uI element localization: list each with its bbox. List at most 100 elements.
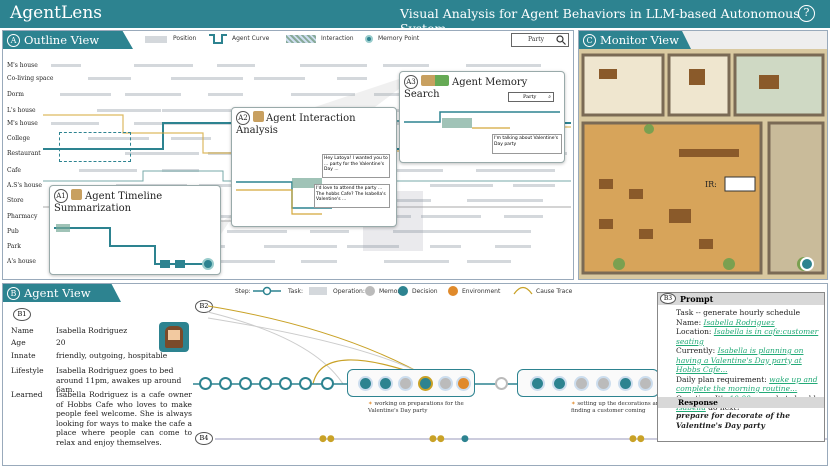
game-map[interactable] [579,49,827,279]
chat-bubble-2: I'd love to attend the party ... The hob… [314,184,390,208]
step-node[interactable] [495,377,508,390]
cause-trace-legend-icon [513,286,533,295]
task-operation-group-2[interactable] [517,369,659,397]
b3-badge: B3 [660,293,676,304]
search-icon[interactable]: ⌕ [548,94,551,100]
position-bar [125,93,181,96]
memory-op-icon[interactable] [596,376,611,391]
timeline-summary-curve [54,224,214,270]
party-icon: ✶ [368,401,373,407]
position-bar [171,77,243,80]
app-title: AgentLens [10,3,103,23]
location-label: Dorm [7,91,24,98]
decision-op-icon[interactable] [530,376,545,391]
info-label-age: Age [11,338,26,347]
interaction-analysis-card[interactable]: A2 Agent Interaction Analysis Hey Latoya!… [231,107,397,227]
agent-curve-legend-icon [209,34,227,44]
position-bar [430,184,493,187]
position-bar [467,260,511,263]
cause-trace-legend-label: Cause Trace [536,288,573,295]
b4-marker-icon[interactable]: ●● [629,434,645,444]
position-bar [384,260,449,263]
position-bar [310,230,349,233]
prompt-header [658,293,824,305]
step-node[interactable] [321,377,334,390]
memory-op-icon[interactable] [638,376,653,391]
location-label: Pub [7,228,19,235]
position-bar [134,64,193,67]
memory-legend-label: Memory [379,288,404,295]
location-label: College [7,135,30,142]
position-bar [88,137,149,140]
position-bar [347,245,399,248]
step-node[interactable] [279,377,292,390]
outline-view-header: A Outline View [3,31,133,49]
memory-op-icon[interactable] [574,376,589,391]
chat-bubble-1: Hey Latoya! I wanted you to ... party fo… [322,154,390,178]
position-bar [217,64,255,67]
step-node[interactable] [239,377,252,390]
memory-op-icon[interactable] [438,376,453,391]
memory-op-icon[interactable] [398,376,413,391]
agent-curve-legend-label: Agent Curve [232,35,270,42]
b4-track [215,438,827,440]
timeline-summarization-card[interactable]: A1 Agent Timeline Summarization [49,185,221,275]
location-label: Pharmacy [7,213,38,220]
info-value-name: Isabella Rodriguez [56,326,128,335]
agent-view-panel: B Agent View Step: Task: Operation: Memor… [2,283,828,466]
position-bar [208,93,243,96]
help-button[interactable]: ? [798,5,815,22]
environment-legend-label: Environment [462,288,501,295]
task-legend-label: Task: [288,288,303,295]
step-node[interactable] [259,377,272,390]
response-body: prepare for decorate of the Valentine's … [676,411,790,430]
position-bar [466,64,541,67]
location-label: M's house [7,62,38,69]
timeline-focus-box[interactable] [59,132,131,162]
step-node[interactable] [199,377,212,390]
b4-marker-icon[interactable]: ●● [429,434,445,444]
info-label-lifestyle: Lifestyle [11,366,44,375]
interaction-legend-label: Interaction [321,35,354,42]
location-label: Co-living space [7,75,54,82]
location-label: A.S's house [7,182,42,189]
memory-point-legend-icon [365,35,373,43]
decision-op-icon[interactable] [618,376,633,391]
task-operation-group-1[interactable] [347,369,475,397]
interaction-curves [236,178,332,215]
position-bar [476,169,555,172]
memory-search-input[interactable]: Party ⌕ [508,92,554,102]
operation-legend-label: Operation: [333,288,365,295]
position-bar [218,260,275,263]
step-node[interactable] [219,377,232,390]
position-bar [374,93,417,96]
position-bar [125,152,199,155]
position-bar [393,230,461,233]
position-bar [51,122,99,125]
outline-search-input[interactable]: Party [511,33,569,47]
decision-legend-label: Decision [412,288,438,295]
task-label-2: ✶ setting up the decorations and finding… [571,401,663,414]
a3-card-title: A3 Agent Memory Search [404,75,528,100]
decision-op-icon[interactable] [378,376,393,391]
step-legend-icon [253,286,281,296]
position-bar [162,109,231,112]
memory-legend-icon [365,286,375,296]
decision-op-icon[interactable] [552,376,567,391]
b4-marker-icon[interactable]: ● [461,434,469,444]
a1-card-title: A1 Agent Timeline Summarization [54,189,163,214]
agent-view-header: B Agent View [3,284,121,302]
decision-legend-icon [398,286,408,296]
position-legend-swatch [145,36,167,43]
environment-op-icon[interactable] [456,376,471,391]
decision-op-icon[interactable] [358,376,373,391]
memory-search-card[interactable]: A3 Agent Memory Search Party ⌕ I'm talking… [399,71,565,163]
interaction-legend-swatch [286,35,316,43]
step-node[interactable] [299,377,312,390]
b4-marker-icon[interactable]: ●● [319,434,335,444]
position-bar [51,64,81,67]
position-bar [300,64,367,67]
decision-op-icon[interactable] [418,376,433,391]
search-icon[interactable] [556,35,566,45]
memory-search-curves [404,111,560,129]
